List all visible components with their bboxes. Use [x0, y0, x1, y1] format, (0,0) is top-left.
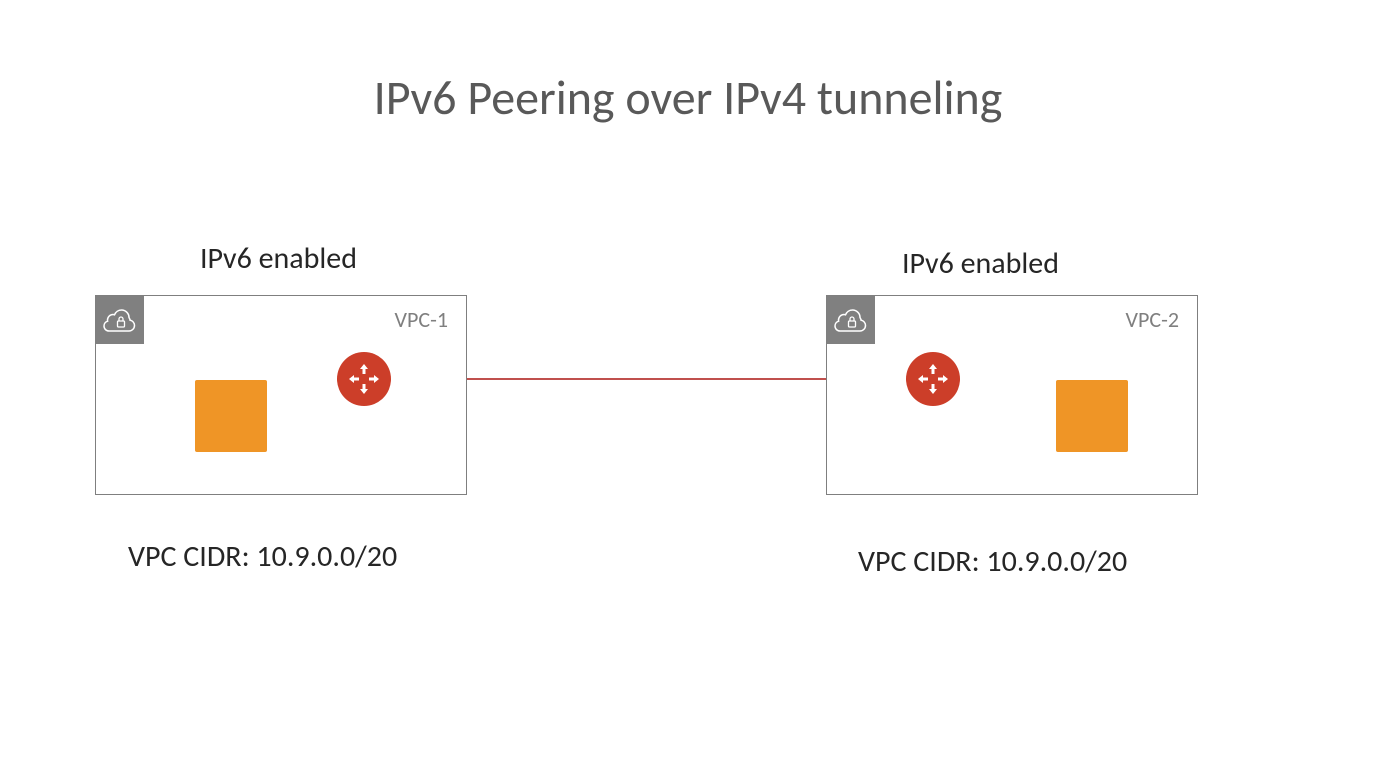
cidr-label-right: VPC CIDR: 10.9.0.0/20 [858, 543, 1127, 580]
router-icon-right [906, 352, 960, 406]
vpc-box-left: VPC-1 [95, 295, 467, 495]
instance-right [1056, 380, 1128, 452]
vpc-name-left: VPC-1 [395, 306, 448, 333]
vpc-cloud-icon-right [827, 296, 875, 344]
vpc-name-right: VPC-2 [1126, 306, 1179, 333]
instance-left [195, 380, 267, 452]
ipv6-label-right: IPv6 enabled [902, 245, 1059, 282]
vpc-cloud-icon-left [96, 296, 144, 344]
ipv6-label-left: IPv6 enabled [200, 240, 357, 277]
diagram-title: IPv6 Peering over IPv4 tunneling [0, 68, 1376, 127]
vpc-box-right: VPC-2 [826, 295, 1198, 495]
cidr-label-left: VPC CIDR: 10.9.0.0/20 [128, 538, 397, 575]
router-icon-left [337, 352, 391, 406]
